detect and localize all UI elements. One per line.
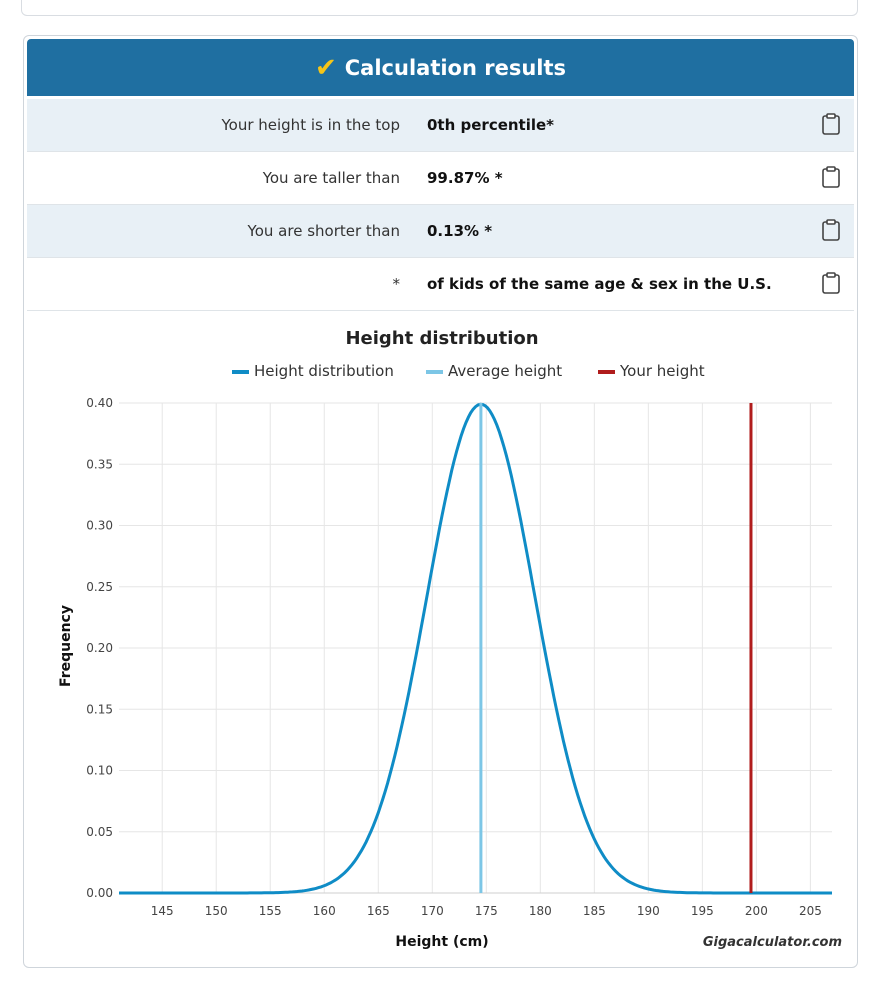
x-tick-label: 165 bbox=[367, 904, 390, 918]
x-tick-label: 185 bbox=[583, 904, 606, 918]
result-label: * bbox=[392, 275, 401, 293]
result-row-shorter: You are shorter than 0.13% * bbox=[27, 205, 854, 258]
x-tick-label: 195 bbox=[691, 904, 714, 918]
results-table: Your height is in the top 0th percentile… bbox=[27, 99, 854, 311]
result-row-footnote: * of kids of the same age & sex in the U… bbox=[27, 258, 854, 311]
result-row-taller: You are taller than 99.87% * bbox=[27, 152, 854, 205]
x-tick-label: 175 bbox=[475, 904, 498, 918]
result-value: of kids of the same age & sex in the U.S… bbox=[427, 275, 772, 293]
chart-plot bbox=[119, 402, 832, 895]
chart-axes: 0.00 0.05 0.10 0.15 0.20 0.25 0.30 0.35 0.40 145 1… bbox=[86, 396, 832, 918]
clipboard-icon[interactable] bbox=[822, 166, 840, 188]
result-row-percentile: Your height is in the top 0th percentile… bbox=[27, 99, 854, 152]
checkmark-icon: ✔ bbox=[314, 52, 337, 83]
legend-swatch bbox=[232, 370, 249, 374]
x-tick-label: 180 bbox=[529, 904, 552, 918]
chart-grid bbox=[119, 402, 832, 894]
x-tick-label: 150 bbox=[205, 904, 228, 918]
x-tick-label: 160 bbox=[313, 904, 336, 918]
x-tick-label: 170 bbox=[421, 904, 444, 918]
result-value: 99.87% * bbox=[427, 169, 503, 187]
legend-label: Height distribution bbox=[254, 362, 394, 380]
x-tick-label: 155 bbox=[259, 904, 282, 918]
results-header: ✔ Calculation results bbox=[27, 39, 854, 96]
y-tick-label: 0.35 bbox=[86, 457, 113, 471]
y-tick-label: 0.10 bbox=[86, 764, 113, 778]
result-label: You are taller than bbox=[262, 169, 400, 187]
x-tick-label: 190 bbox=[637, 904, 660, 918]
clipboard-icon[interactable] bbox=[822, 272, 840, 294]
clipboard-icon[interactable] bbox=[822, 219, 840, 241]
y-tick-label: 0.30 bbox=[86, 519, 113, 533]
y-axis-label: Frequency bbox=[58, 605, 74, 687]
results-card: ✔ Calculation results Your height is in … bbox=[23, 35, 858, 968]
y-tick-label: 0.15 bbox=[86, 702, 113, 716]
clipboard-icon[interactable] bbox=[822, 113, 840, 135]
result-label: Your height is in the top bbox=[221, 116, 400, 134]
chart-legend: Height distribution Average height Your he… bbox=[232, 362, 705, 380]
previous-card-edge bbox=[21, 0, 858, 16]
chart-svg: Height distribution Height distribution A… bbox=[58, 328, 842, 950]
x-axis-label: Height (cm) bbox=[395, 934, 488, 950]
result-value: 0th percentile* bbox=[427, 116, 555, 134]
result-label: You are shorter than bbox=[247, 222, 400, 240]
legend-label: Average height bbox=[448, 362, 562, 380]
distribution-curve bbox=[119, 402, 832, 895]
y-tick-label: 0.25 bbox=[86, 580, 113, 594]
watermark: Gigacalculator.com bbox=[703, 935, 842, 950]
height-distribution-chart: Height distribution Height distribution A… bbox=[24, 316, 857, 966]
result-value: 0.13% * bbox=[427, 222, 493, 240]
x-tick-label: 145 bbox=[151, 904, 174, 918]
y-tick-label: 0.40 bbox=[86, 396, 113, 410]
y-tick-label: 0.20 bbox=[86, 641, 113, 655]
legend-swatch bbox=[598, 370, 615, 374]
legend-swatch bbox=[426, 370, 443, 374]
y-tick-label: 0.05 bbox=[86, 825, 113, 839]
results-title: Calculation results bbox=[344, 55, 567, 80]
chart-title: Height distribution bbox=[345, 328, 538, 349]
x-tick-label: 205 bbox=[799, 904, 822, 918]
y-tick-label: 0.00 bbox=[86, 886, 113, 900]
legend-label: Your height bbox=[619, 362, 705, 380]
x-tick-label: 200 bbox=[745, 904, 768, 918]
